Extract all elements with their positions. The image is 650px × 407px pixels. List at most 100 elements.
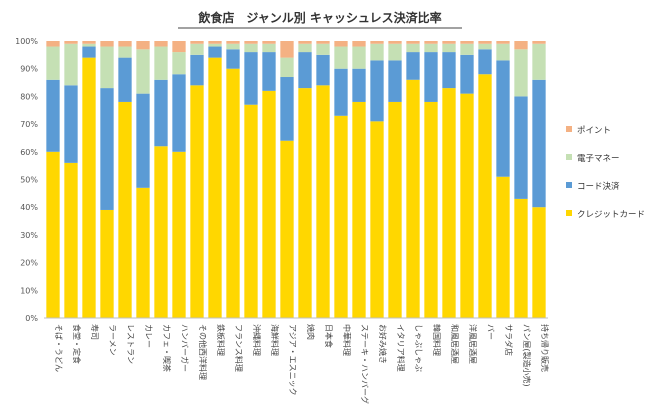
bar-segment (298, 52, 312, 89)
legend-swatch (566, 182, 572, 188)
bar-segment (352, 46, 366, 69)
y-tick-label: 10% (20, 286, 38, 295)
bar-segment (442, 41, 456, 44)
y-tick-label: 80% (20, 92, 38, 101)
bar-segment (136, 49, 150, 94)
bar-segment (136, 93, 150, 188)
bar-segment (532, 79, 546, 208)
x-tick-label: バー (486, 324, 495, 340)
bar-segment (370, 60, 384, 122)
x-tick-label: 和風居酒屋 (450, 324, 459, 364)
bar-segment (496, 43, 510, 61)
x-tick-label: カレー (144, 324, 153, 348)
y-tick-label: 0% (25, 314, 38, 323)
bar-segment (388, 41, 402, 44)
y-tick-label: 40% (20, 203, 38, 212)
bar-segment (388, 43, 402, 61)
bar-segment (478, 41, 492, 44)
bar-segment (406, 52, 420, 80)
bar-segment (262, 43, 276, 53)
bar-segment (352, 41, 366, 47)
bar-segment (406, 43, 420, 53)
bar-segment (136, 187, 150, 318)
x-tick-label: 日本食 (324, 324, 334, 348)
x-tick-label: 海鮮料理 (270, 324, 280, 356)
x-tick-label: 鉄板料理 (216, 324, 226, 356)
x-tick-label: パン屋(製造小売) (522, 324, 532, 387)
bar-segment (172, 74, 186, 152)
bar-segment (514, 49, 528, 97)
bar-segment (118, 46, 132, 58)
bar-segment (172, 52, 186, 75)
bar-segment (460, 93, 474, 318)
bar-segment (406, 79, 420, 318)
x-tick-label: サラダ店 (504, 324, 514, 356)
bar-segment (532, 207, 546, 318)
legend-swatch (566, 126, 572, 132)
bar-segment (478, 74, 492, 319)
bar-segment (514, 41, 528, 50)
legend-label: 電子マネー (577, 154, 620, 164)
bars (46, 41, 546, 319)
x-tick-label: その他西洋料理 (198, 324, 208, 380)
x-tick-label: ステーキ・ハンバーグ (360, 324, 370, 404)
bar-segment (316, 85, 330, 318)
bar-segment (334, 68, 348, 116)
bar-segment (352, 68, 366, 102)
x-tick-label: ラーメン (108, 324, 117, 356)
bar-segment (478, 49, 492, 75)
bar-segment (118, 41, 132, 47)
bar-segment (388, 101, 402, 318)
bar-segment (334, 46, 348, 69)
bar-segment (82, 57, 96, 319)
bar-segment (370, 121, 384, 318)
bar-segment (208, 46, 222, 58)
x-tick-label: 中華料理 (342, 324, 352, 356)
bar-segment (388, 60, 402, 102)
bar-segment (316, 54, 330, 86)
x-tick-label: アジア・エスニック (288, 324, 297, 396)
bar-segment (424, 43, 438, 53)
bar-segment (478, 43, 492, 50)
y-tick-label: 70% (20, 120, 38, 129)
bar-segment (82, 43, 96, 47)
bar-segment (424, 101, 438, 318)
x-tick-label: しゃぶしゃぶ (414, 324, 423, 372)
bar-segment (172, 41, 186, 53)
bar-segment (496, 176, 510, 318)
bar-segment (298, 41, 312, 44)
bar-segment (514, 198, 528, 318)
bar-segment (424, 52, 438, 102)
bar-segment (64, 43, 78, 86)
bar-segment (208, 43, 222, 47)
x-tick-label: 焼肉 (306, 324, 316, 340)
bar-segment (262, 90, 276, 318)
bar-segment (226, 68, 240, 318)
bar-segment (46, 151, 60, 318)
bar-segment (262, 41, 276, 44)
x-tick-label: 韓国料理 (432, 324, 442, 356)
bar-segment (226, 43, 240, 50)
bar-segment (280, 57, 294, 78)
x-tick-label: 食堂・定食 (72, 324, 82, 364)
bar-segment (82, 46, 96, 58)
x-tick-label: そば・うどん (54, 324, 63, 372)
bar-segment (172, 151, 186, 318)
x-tick-label: イタリア料理 (396, 324, 406, 372)
bar-segment (316, 43, 330, 55)
bar-segment (154, 146, 168, 318)
bar-segment (118, 101, 132, 318)
bar-segment (100, 88, 114, 210)
x-tick-label: 寿司 (90, 324, 100, 340)
bar-segment (154, 46, 168, 80)
bar-segment (442, 43, 456, 53)
legend-swatch (566, 210, 572, 216)
chart-title: 飲食店 ジャンル別 キャッシュレス決済比率 (197, 10, 441, 25)
bar-segment (460, 43, 474, 55)
bar-segment (64, 162, 78, 318)
bar-segment (208, 41, 222, 44)
bar-segment (226, 49, 240, 69)
y-tick-label: 90% (20, 65, 38, 74)
bar-segment (190, 54, 204, 86)
